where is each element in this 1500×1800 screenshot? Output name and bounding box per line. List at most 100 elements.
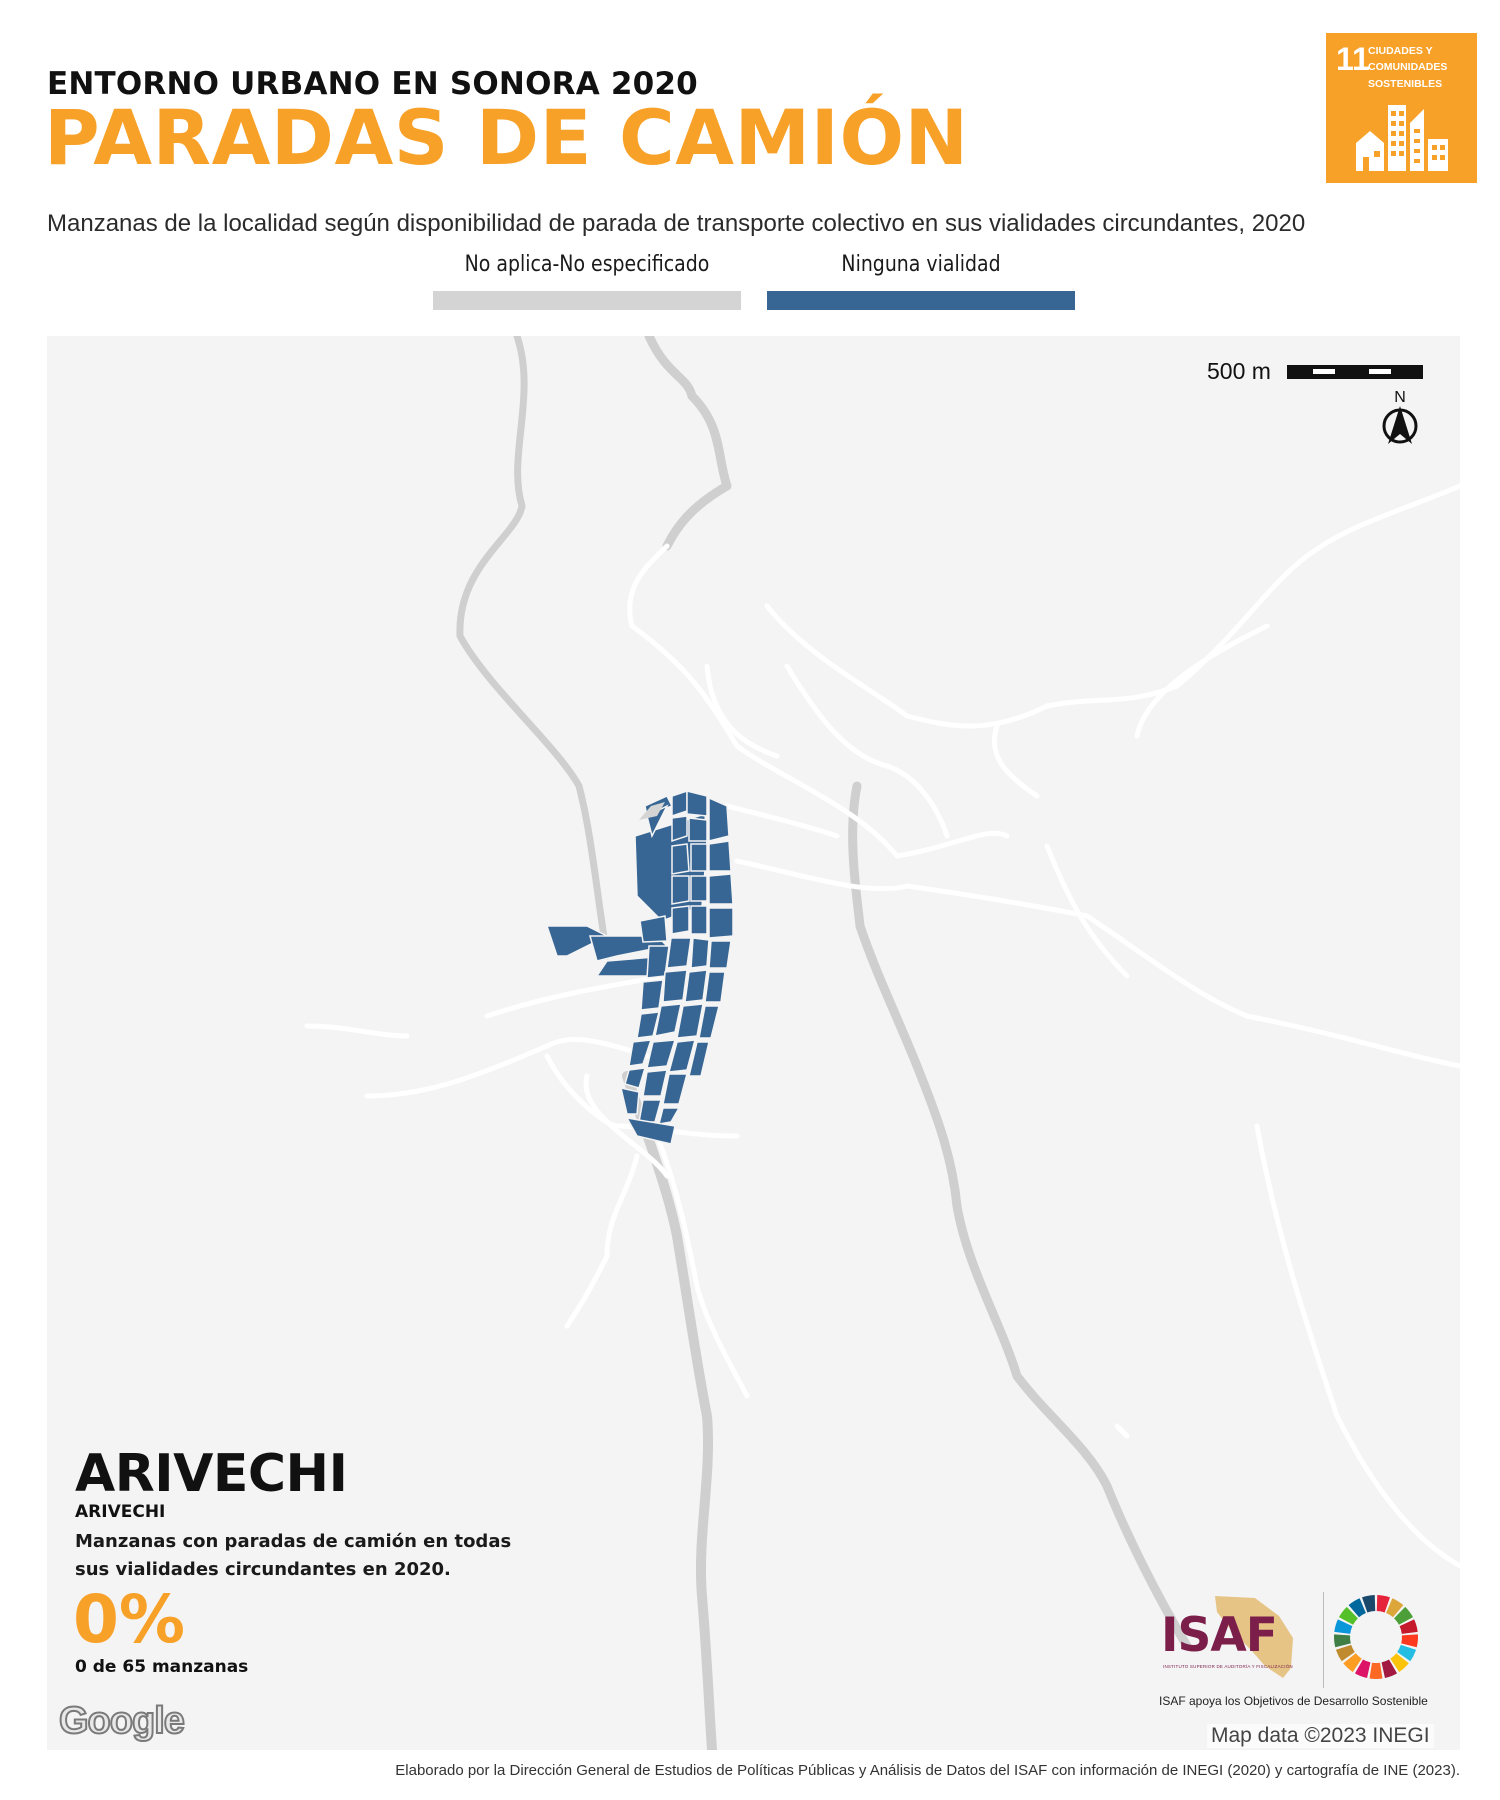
road (564, 1153, 640, 1329)
ods-label-line2: COMUNIDADES (1368, 61, 1448, 74)
river (848, 781, 1192, 1651)
block (671, 875, 690, 905)
block (642, 1069, 668, 1097)
municipality-name: ARIVECHI (75, 1502, 166, 1522)
base-map-layer (304, 336, 1460, 1750)
sdg-wheel-segment (1399, 1619, 1418, 1634)
ods-label: CIUDADES Y COMUNIDADES SOSTENIBLES (1368, 43, 1447, 92)
road (1114, 1423, 1130, 1439)
sdg-wheel-segment (1343, 1653, 1362, 1673)
block (640, 979, 664, 1011)
map-panel[interactable]: 500 m N ARIVECHI ARIVECHI Manzanas con p… (47, 336, 1460, 1750)
block (620, 1087, 640, 1115)
block (686, 790, 708, 817)
block (636, 1011, 660, 1039)
sdg-wheel-segment (1376, 1595, 1390, 1613)
block (708, 796, 730, 842)
isaf-logo: ISAF INSTITUTO SUPERIOR DE AUDITORÍA Y F… (1155, 1590, 1315, 1686)
blocks-no-aplica (639, 802, 665, 820)
scale-label: 500 m (1207, 358, 1271, 384)
logo-divider (1323, 1592, 1324, 1688)
indicator-count: 0 de 65 manzanas (75, 1657, 249, 1677)
road (654, 1133, 750, 1399)
road (1044, 843, 1130, 979)
isaf-subtitle: INSTITUTO SUPERIOR DE AUDITORÍA Y FISCAL… (1163, 1664, 1293, 1669)
road (627, 543, 1010, 859)
sdg-wheel-icon (1334, 1595, 1418, 1679)
map-data-credit: Map data ©2023 INEGI (1207, 1724, 1434, 1748)
block (654, 1003, 682, 1037)
sdg-wheel-segment (1334, 1619, 1353, 1634)
north-arrow: N (1379, 388, 1421, 452)
city-buildings-icon (1356, 105, 1448, 171)
footnote: Elaborado por la Dirección General de Es… (395, 1762, 1460, 1779)
indicator-percentage: 0% (73, 1581, 186, 1658)
main-title: PARADAS DE CAMIÓN (44, 93, 969, 182)
block (690, 843, 708, 872)
block (676, 1003, 704, 1039)
block (625, 1117, 676, 1145)
block (690, 905, 708, 935)
sdg-wheel-segment (1369, 1662, 1383, 1679)
sdg-wheel-segment (1338, 1606, 1358, 1625)
scale-bar-graphic (1286, 364, 1423, 379)
sonora-state-icon (1215, 1596, 1293, 1678)
block (667, 1039, 697, 1073)
google-logo: Google (58, 1699, 186, 1743)
north-label: N (1394, 389, 1406, 406)
block (698, 1005, 720, 1039)
legend-swatch (433, 291, 741, 310)
river (456, 336, 611, 960)
block (690, 937, 710, 969)
road (704, 663, 780, 759)
block (624, 1067, 647, 1089)
legend-label: Ninguna vialidad (841, 252, 1001, 277)
legend-item-ninguna-vialidad: Ninguna vialidad (767, 252, 1075, 310)
road (764, 483, 1460, 729)
map-subtitle: Manzanas de la localidad según disponibi… (47, 210, 1306, 237)
blocks-ninguna-vialidad (545, 789, 734, 1145)
block (704, 971, 726, 1003)
scale-bar: 500 m (1207, 358, 1423, 385)
sdg-wheel-segment (1397, 1644, 1417, 1662)
isaf-wordmark: ISAF (1161, 1608, 1278, 1663)
block (708, 840, 732, 872)
sdg-wheel-segment (1335, 1644, 1355, 1662)
road (484, 973, 670, 1019)
block (666, 937, 692, 969)
locality-name: ARIVECHI (75, 1444, 348, 1504)
block (657, 1107, 681, 1125)
block (708, 907, 734, 939)
road (724, 803, 840, 839)
north-arrow-icon: N (1382, 389, 1418, 444)
block (671, 815, 688, 843)
legend-item-no-aplica: No aplica-No especificado (433, 252, 741, 310)
sdg-wheel-segment (1390, 1653, 1409, 1673)
block (684, 969, 708, 1003)
sdg-wheel-segment (1362, 1595, 1376, 1613)
legend-swatch (767, 291, 1075, 310)
road (991, 723, 1040, 799)
sdg-wheel-segment (1348, 1598, 1366, 1618)
kicker-title: ENTORNO URBANO EN SONORA 2020 (47, 66, 698, 102)
road (583, 1073, 670, 1179)
road (784, 663, 950, 839)
sdg-wheel-segment (1381, 1659, 1398, 1679)
sdg-wheel-segment (1386, 1598, 1404, 1618)
road (734, 858, 1460, 1069)
block (545, 925, 609, 957)
ods-11-badge: 11 CIUDADES Y COMUNIDADES SOSTENIBLES (1326, 33, 1477, 183)
block (688, 817, 708, 842)
block (671, 905, 690, 935)
block (688, 1041, 710, 1077)
block (628, 1039, 653, 1067)
road (544, 1053, 740, 1139)
road (1134, 623, 1270, 739)
block (671, 789, 688, 818)
block (690, 875, 708, 902)
block (708, 873, 734, 905)
block (662, 969, 688, 1003)
sdg-wheel-segment (1334, 1634, 1351, 1648)
legend-label: No aplica-No especificado (464, 252, 710, 277)
block (639, 915, 668, 943)
